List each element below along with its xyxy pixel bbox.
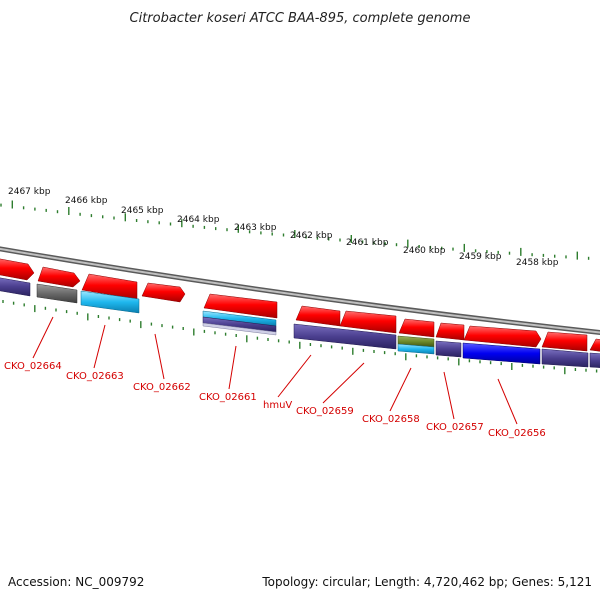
scale-label: 2458 kbp bbox=[516, 258, 559, 268]
gene-label[interactable]: CKO_02658 bbox=[362, 414, 420, 425]
scale-label: 2459 kbp bbox=[459, 252, 502, 262]
leader-line bbox=[443, 371, 455, 420]
forward-gene[interactable] bbox=[541, 331, 588, 352]
scale-label: 2463 kbp bbox=[234, 223, 277, 233]
map-title: Citrobacter koseri ATCC BAA-895, complet… bbox=[130, 11, 471, 26]
forward-strand-genes bbox=[0, 258, 600, 352]
reverse-gene[interactable] bbox=[541, 348, 589, 368]
reverse-gene[interactable] bbox=[462, 342, 541, 365]
leader-line bbox=[389, 367, 412, 412]
reverse-gene[interactable] bbox=[397, 343, 435, 355]
leader-line bbox=[93, 324, 106, 369]
scale-label: 2467 kbp bbox=[8, 187, 51, 197]
scale-label: 2462 kbp bbox=[290, 231, 333, 241]
reverse-strand-genes bbox=[0, 277, 600, 368]
forward-gene[interactable] bbox=[0, 258, 35, 281]
reverse-gene[interactable] bbox=[293, 323, 397, 350]
reverse-gene bbox=[202, 322, 277, 336]
forward-gene[interactable] bbox=[398, 318, 435, 338]
gene-label[interactable]: CKO_02656 bbox=[488, 428, 546, 439]
gene-label[interactable]: CKO_02659 bbox=[296, 406, 354, 417]
scale-label: 2465 kbp bbox=[121, 206, 164, 216]
leader-line bbox=[322, 362, 365, 404]
scale-label: 2464 kbp bbox=[177, 215, 220, 225]
reverse-gene[interactable] bbox=[0, 277, 31, 297]
reverse-gene[interactable] bbox=[80, 290, 140, 314]
reverse-gene[interactable] bbox=[435, 340, 462, 358]
gene-label[interactable]: hmuV bbox=[263, 400, 292, 411]
gene-label[interactable]: CKO_02663 bbox=[66, 371, 124, 382]
reverse-gene[interactable] bbox=[589, 352, 600, 368]
leader-line bbox=[154, 333, 165, 380]
label-leader-lines bbox=[32, 316, 518, 425]
scale-minor-ticks bbox=[0, 203, 590, 260]
forward-gene[interactable] bbox=[141, 282, 186, 303]
forward-gene[interactable] bbox=[463, 325, 542, 348]
genome-summary-text: Topology: circular; Length: 4,720,462 bp… bbox=[261, 575, 592, 589]
gene-label[interactable]: CKO_02664 bbox=[4, 361, 62, 372]
scale-labels: 2467 kbp 2466 kbp 2465 kbp 2464 kbp 2463… bbox=[8, 187, 559, 268]
scale-label: 2466 kbp bbox=[65, 196, 108, 206]
forward-gene[interactable] bbox=[435, 322, 465, 341]
reverse-gene[interactable] bbox=[36, 283, 78, 304]
leader-line bbox=[277, 354, 312, 398]
forward-gene[interactable] bbox=[295, 305, 341, 327]
forward-gene[interactable] bbox=[589, 338, 600, 352]
gene-label[interactable]: CKO_02661 bbox=[199, 392, 257, 403]
leader-line bbox=[228, 345, 237, 390]
gene-label[interactable]: CKO_02662 bbox=[133, 382, 191, 393]
accession-text: Accession: NC_009792 bbox=[8, 575, 144, 589]
gene-labels: CKO_02664 CKO_02663 CKO_02662 CKO_02661 … bbox=[4, 361, 546, 439]
forward-gene[interactable] bbox=[339, 310, 397, 334]
gene-label[interactable]: CKO_02657 bbox=[426, 422, 484, 433]
leader-line bbox=[32, 316, 54, 359]
leader-line bbox=[497, 378, 518, 425]
scale-label: 2461 kbp bbox=[346, 238, 389, 248]
scale-label: 2460 kbp bbox=[403, 246, 446, 256]
inner-scale-ticks bbox=[2, 300, 598, 375]
genome-backbone-highlight bbox=[0, 247, 600, 334]
forward-gene[interactable] bbox=[37, 266, 81, 288]
forward-gene[interactable] bbox=[203, 293, 278, 319]
scale-major-ticks bbox=[11, 200, 578, 260]
